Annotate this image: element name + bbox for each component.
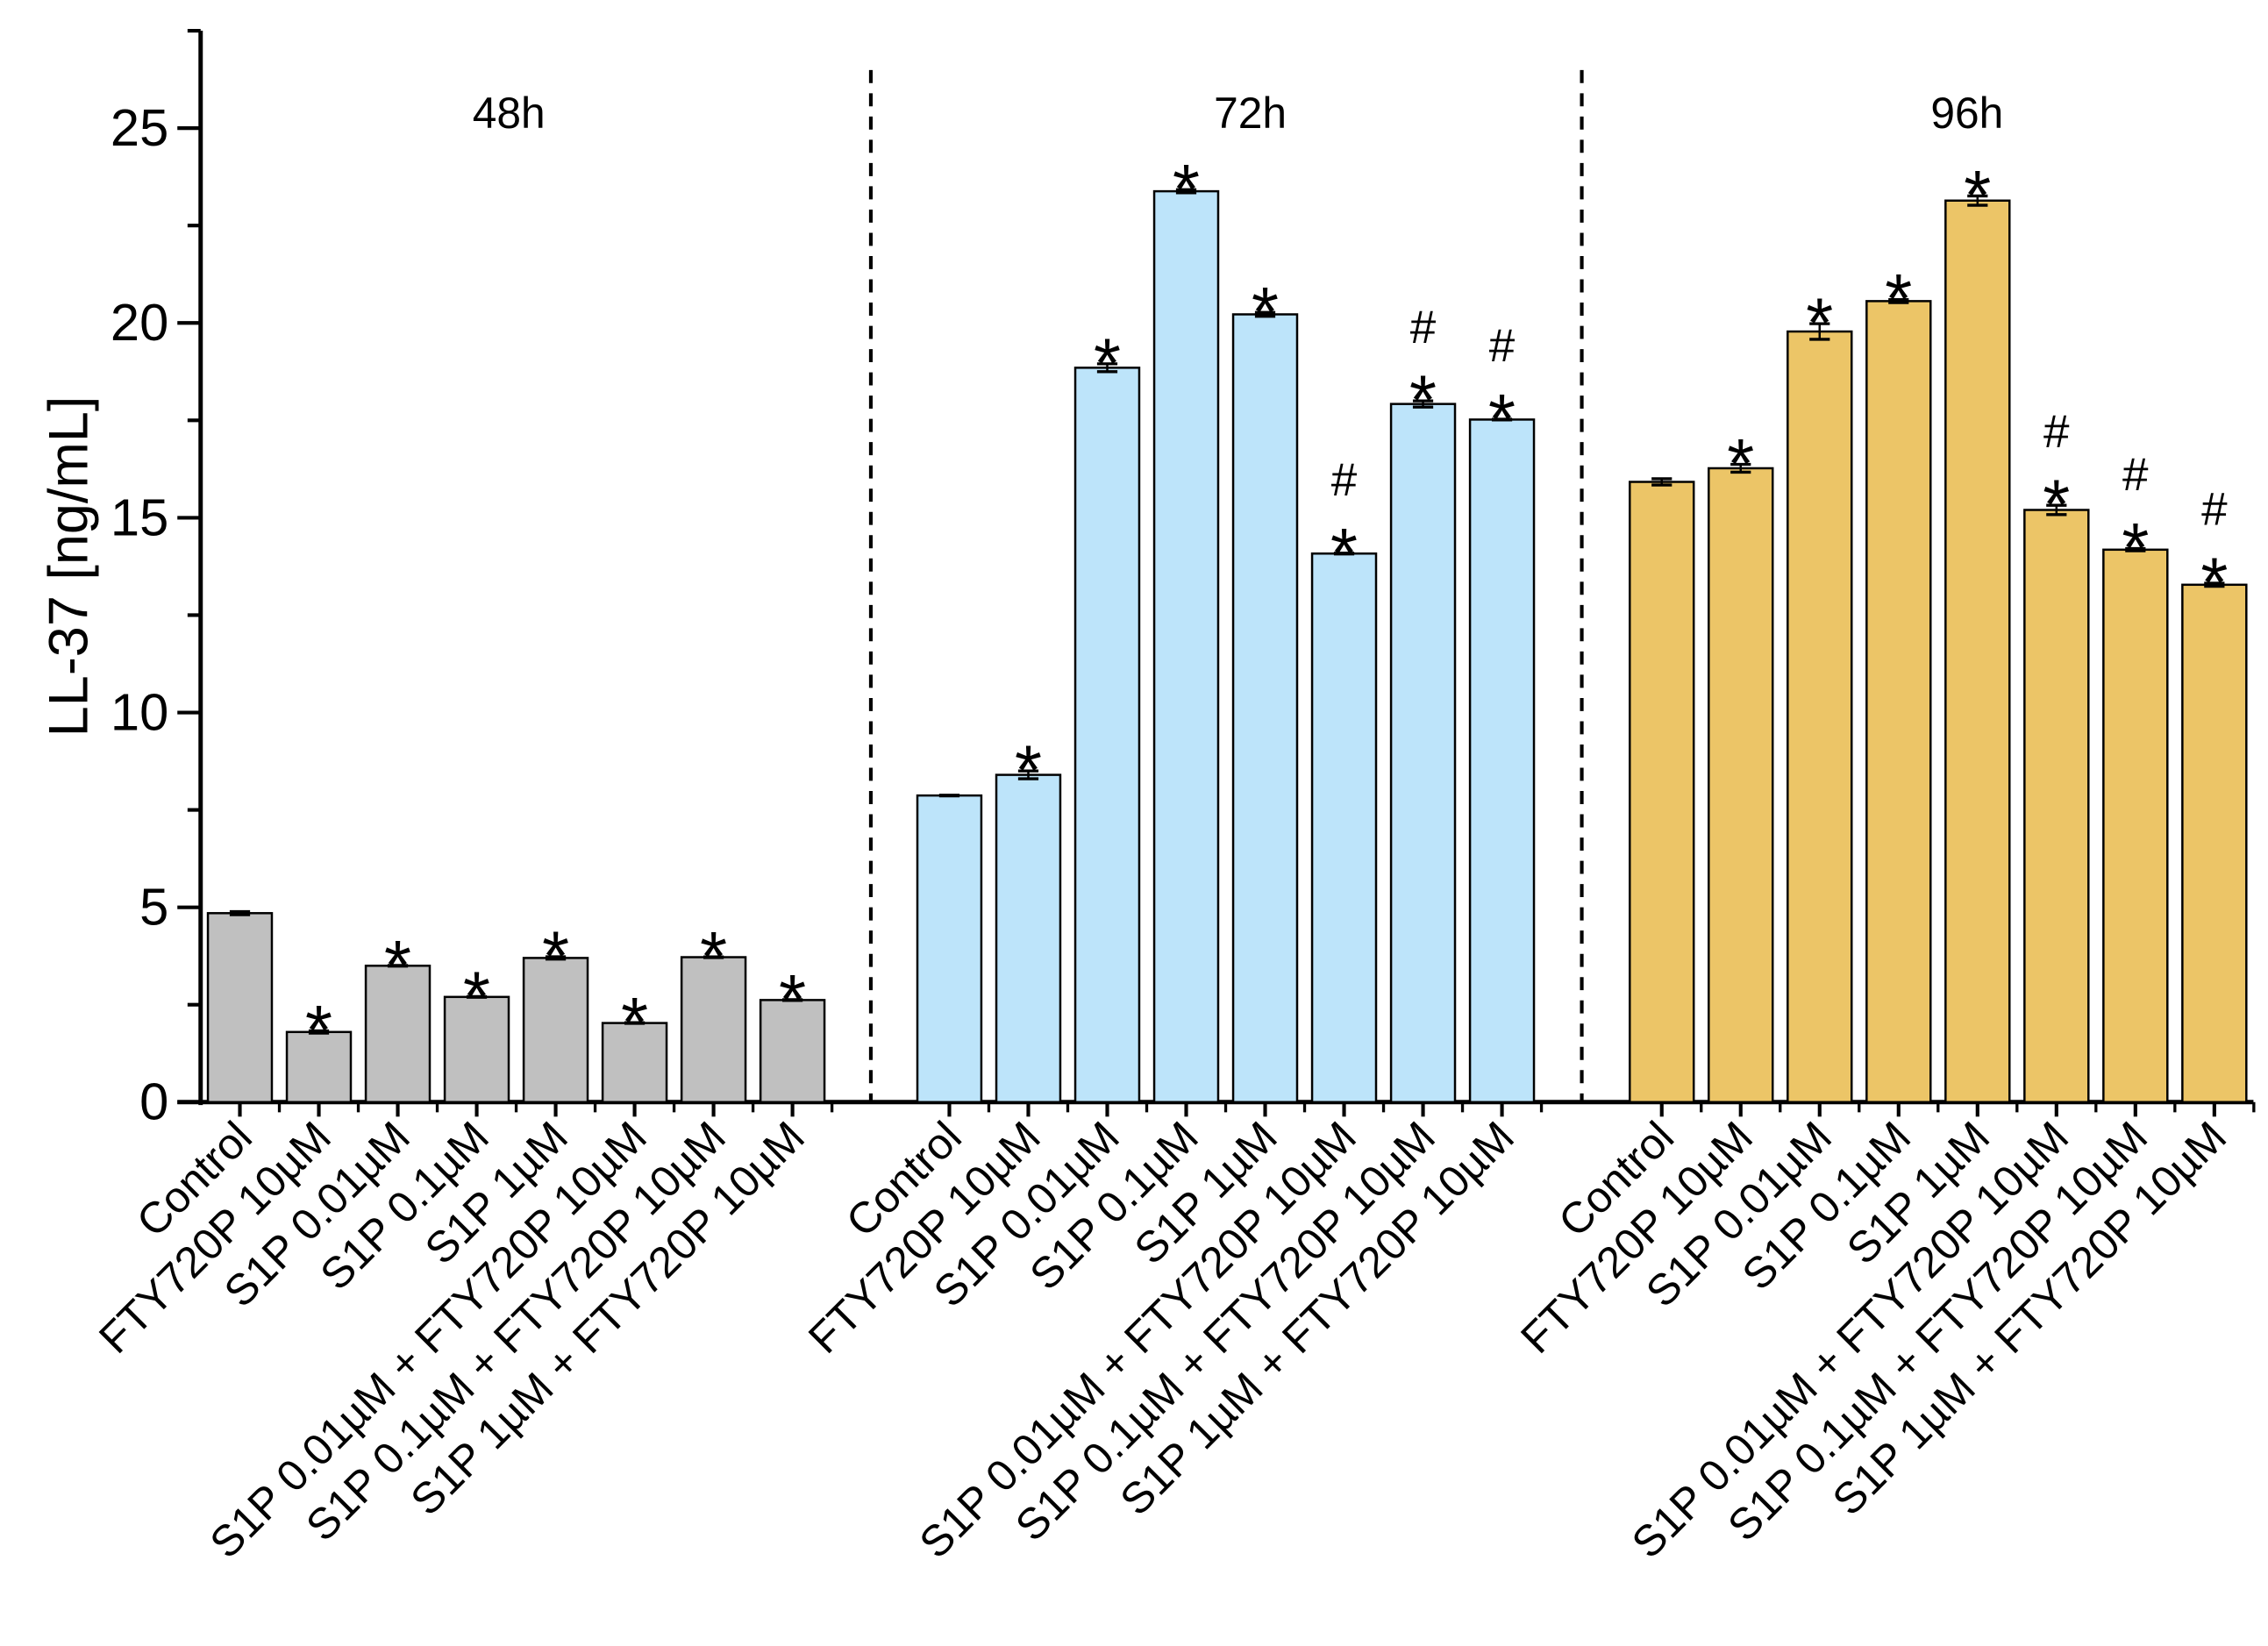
group-label: 72h — [1214, 89, 1287, 138]
significance-star: * — [1885, 260, 1912, 338]
bar — [1073, 367, 1141, 1104]
significance-star: * — [1964, 156, 1991, 234]
y-tick-label: 0 — [139, 1072, 168, 1131]
significance-star: * — [2122, 509, 2149, 587]
significance-hash: # — [1331, 454, 1358, 506]
bar — [680, 956, 747, 1104]
y-tick-label: 5 — [139, 878, 168, 937]
bar — [2023, 509, 2090, 1104]
bar — [522, 957, 589, 1104]
bars — [206, 188, 2248, 1104]
y-tick-label: 10 — [111, 682, 168, 741]
bar — [1389, 403, 1457, 1104]
significance-star: * — [700, 917, 727, 995]
significance-star: * — [1806, 284, 1833, 362]
significance-hash: # — [2201, 484, 2228, 536]
bar — [1944, 199, 2011, 1104]
y-axis-label: LL-37 [ng/mL] — [38, 396, 99, 737]
significance-star: * — [1015, 731, 1042, 809]
bar — [1310, 552, 1378, 1104]
bar — [2181, 583, 2248, 1104]
bar — [1152, 189, 1220, 1104]
bar — [206, 912, 274, 1104]
group-label: 48h — [473, 89, 546, 138]
significance-star: * — [542, 917, 569, 995]
significance-star: * — [2200, 544, 2228, 622]
bar — [1629, 481, 1695, 1104]
significance-star: * — [305, 991, 332, 1069]
significance-hash: # — [1489, 320, 1516, 372]
bar — [1231, 313, 1299, 1104]
bar — [2102, 548, 2169, 1104]
bar — [601, 1022, 668, 1104]
significance-star: * — [1173, 150, 1200, 228]
bar — [1708, 467, 1774, 1104]
bar — [285, 1030, 353, 1104]
significance-star: * — [1488, 380, 1516, 458]
significance-star: * — [779, 960, 806, 1038]
bar — [916, 794, 983, 1104]
bar — [995, 773, 1062, 1104]
significance-hash: # — [2122, 449, 2149, 501]
bar — [1468, 418, 1536, 1104]
significance-star: * — [2043, 466, 2070, 544]
significance-star: * — [1252, 273, 1279, 351]
bar — [1865, 300, 1932, 1104]
significance-star: * — [384, 926, 411, 1004]
significance-star: * — [1094, 324, 1121, 402]
significance-star: * — [1727, 424, 1754, 502]
significance-star: * — [621, 983, 648, 1061]
significance-star: * — [1409, 361, 1437, 439]
bar — [759, 999, 826, 1104]
y-tick-label: 15 — [111, 488, 168, 546]
bar — [364, 965, 431, 1104]
significance-hash: # — [1410, 302, 1437, 353]
group-label: 96h — [1930, 89, 2003, 138]
significance-star: * — [463, 957, 490, 1035]
bar — [1787, 330, 1853, 1104]
significance-hash: # — [2043, 406, 2070, 458]
bar — [443, 995, 510, 1104]
y-tick-label: 25 — [111, 98, 168, 157]
y-tick-label: 20 — [111, 293, 168, 352]
significance-star: * — [1330, 514, 1358, 592]
